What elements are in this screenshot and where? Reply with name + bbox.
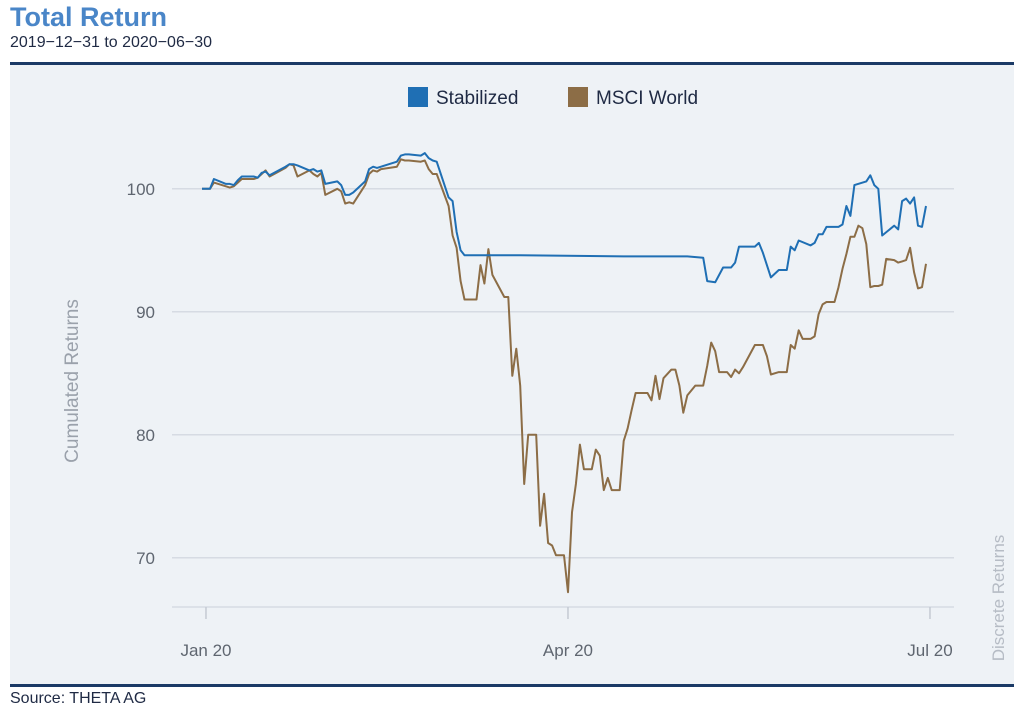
legend-item-msci-world[interactable]: MSCI World: [568, 87, 698, 109]
chart-subtitle: 2019−12−31 to 2020−06−30: [10, 34, 212, 51]
discrete-returns-label[interactable]: Discrete Returns: [989, 535, 1008, 662]
grid-lines: [172, 188, 954, 619]
x-tick-labels: Jan 20 Apr 20 Jul 20: [180, 641, 952, 660]
x-tick-label: Apr 20: [543, 641, 593, 660]
stabilized-line: [202, 152, 927, 284]
msci-world-line: [202, 158, 927, 594]
y-tick-label: 80: [136, 426, 155, 445]
legend-item-stabilized[interactable]: Stabilized: [408, 87, 518, 109]
y-tick-label: 90: [136, 303, 155, 322]
source-note: Source: THETA AG: [10, 690, 147, 707]
legend-label: Stabilized: [436, 88, 518, 109]
x-tick-label: Jul 20: [907, 641, 952, 660]
legend-swatch: [408, 87, 428, 107]
chart-plot: 70 80 90 100 Jan 20 Apr 20 Jul 20 Stabilized M…: [62, 87, 1008, 662]
y-tick-label: 100: [127, 180, 155, 199]
y-tick-label: 70: [136, 549, 155, 568]
legend: Stabilized MSCI World: [408, 87, 698, 109]
y-axis-label: Cumulated Returns: [62, 299, 83, 463]
legend-swatch: [568, 87, 588, 107]
legend-label: MSCI World: [596, 88, 698, 109]
y-tick-labels: 70 80 90 100: [127, 180, 155, 568]
chart-title: Total Return: [10, 2, 167, 32]
x-tick-label: Jan 20: [180, 641, 231, 660]
bottom-divider: [10, 684, 1014, 687]
top-divider: [10, 62, 1014, 65]
series-lines: [202, 152, 927, 594]
